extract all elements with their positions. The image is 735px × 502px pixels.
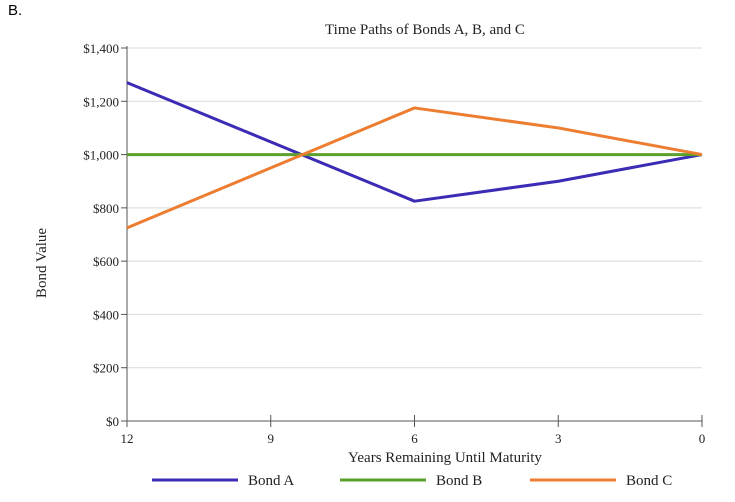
series-line-bond-c (126, 106, 703, 230)
y-tick-label: $1,200 (83, 94, 119, 109)
series-lines (126, 81, 703, 230)
x-axis-label: Years Remaining Until Maturity (348, 450, 542, 466)
grid-lines (127, 47, 702, 369)
y-axis-ticks: $0 $200 $400 $600 $800 $1,000 $1,200 $1,400 (83, 41, 127, 429)
figure-label: B. (8, 2, 23, 19)
series-line-bond-a (126, 81, 703, 203)
legend-label: Bond B (436, 473, 482, 489)
x-tick-label: 9 (268, 431, 275, 446)
y-tick-label: $600 (93, 254, 119, 269)
y-tick-label: $1,000 (83, 148, 119, 163)
y-tick-label: $800 (93, 201, 119, 216)
legend-label: Bond A (248, 473, 294, 489)
y-tick-label: $200 (93, 361, 119, 376)
y-tick-label: $1,400 (83, 41, 119, 56)
x-tick-label: 0 (699, 431, 706, 446)
y-axis-label: Bond Value (34, 228, 50, 298)
x-tick-label: 3 (555, 431, 562, 446)
y-tick-label: $0 (106, 414, 119, 429)
x-tick-label: 6 (411, 431, 418, 446)
chart-title: Time Paths of Bonds A, B, and C (325, 22, 525, 38)
y-tick-label: $400 (93, 307, 119, 322)
legend: Bond A Bond B Bond C (152, 473, 672, 489)
x-tick-label: 12 (121, 431, 134, 446)
axes (126, 46, 702, 422)
legend-label: Bond C (626, 473, 672, 489)
x-axis-ticks: 12 9 6 3 0 (121, 415, 706, 446)
